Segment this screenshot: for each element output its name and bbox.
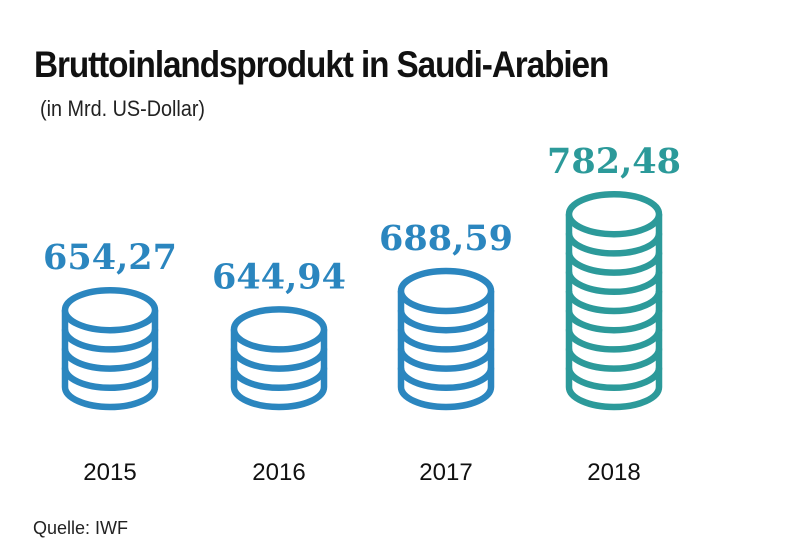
coin-separator-2018 xyxy=(565,233,663,257)
value-label-2015: 654,27 xyxy=(43,237,177,278)
coin-separator-2016 xyxy=(230,367,328,392)
coin-separator-2018 xyxy=(565,271,663,296)
coin-separator-2015 xyxy=(61,329,159,353)
coin-top-2015 xyxy=(61,286,159,334)
coin-top-2017 xyxy=(397,267,495,315)
coin-top-2018 xyxy=(565,190,663,238)
chart-title: Bruttoinlandsprodukt in Saudi-Arabien xyxy=(34,44,609,85)
coin-top-2016 xyxy=(230,306,328,353)
coin-separator-2018 xyxy=(565,348,663,372)
coin-separator-2017 xyxy=(397,329,495,353)
coin-separator-2016 xyxy=(230,348,328,372)
coin-separator-2017 xyxy=(397,309,495,334)
value-label-2017: 688,59 xyxy=(379,218,513,259)
coin-separator-2018 xyxy=(565,252,663,276)
value-label-2016: 644,94 xyxy=(212,256,346,297)
coin-separator-2018 xyxy=(565,329,663,353)
coin-separator-2017 xyxy=(397,367,495,392)
category-label-2016: 2016 xyxy=(252,459,305,486)
category-label-2015: 2015 xyxy=(83,459,136,486)
coin-separator-2018 xyxy=(565,309,663,334)
coin-separator-2015 xyxy=(61,348,159,372)
category-label-2017: 2017 xyxy=(419,459,472,486)
coin-separator-2018 xyxy=(565,290,663,315)
chart-subtitle: (in Mrd. US-Dollar) xyxy=(40,96,206,121)
coin-separator-2015 xyxy=(61,367,159,392)
category-label-2018: 2018 xyxy=(587,459,640,486)
coin-separator-2017 xyxy=(397,348,495,372)
coin-separator-2018 xyxy=(565,367,663,392)
source-note: Quelle: IWF xyxy=(33,518,129,538)
value-label-2018: 782,48 xyxy=(547,141,681,182)
